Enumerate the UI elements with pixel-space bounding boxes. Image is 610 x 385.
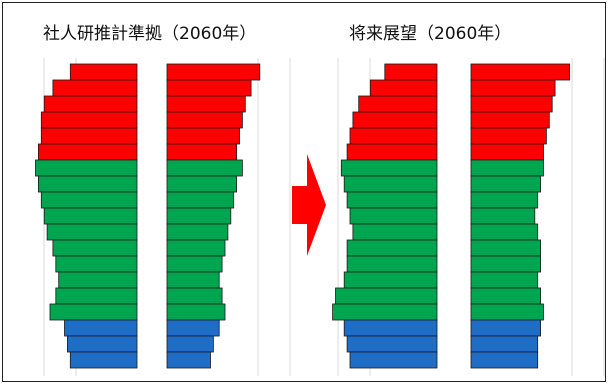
pyramid-bar-left: [346, 255, 438, 273]
pyramid-bar-left: [58, 271, 138, 289]
pyramid-bar-right: [166, 143, 237, 161]
pyramid-bar-right: [470, 95, 553, 113]
pyramid-bar-right: [166, 63, 261, 81]
pyramid-bar-right: [166, 319, 220, 337]
pyramid-bar-right: [470, 351, 539, 369]
pyramid-bar-right: [470, 143, 544, 161]
pyramid-bar-right: [166, 287, 223, 305]
pyramid-bar-right: [470, 191, 539, 209]
pyramid-bar-right: [166, 111, 243, 129]
pyramid-bar-left: [349, 127, 438, 145]
pyramid-bar-left: [384, 63, 438, 81]
pyramid-bar-left: [43, 95, 138, 113]
pyramid-bar-right: [470, 319, 541, 337]
left-chart-title: 社人研推計準拠（2060年）: [43, 24, 257, 44]
pyramid-bar-right: [166, 95, 246, 113]
pyramid-bar-right: [166, 255, 223, 273]
pyramid-bar-right: [470, 207, 536, 225]
pyramid-bar-left: [52, 79, 138, 97]
pyramid-bar-left: [349, 207, 438, 225]
pyramid-bar-left: [346, 239, 438, 257]
pyramid-bar-left: [343, 175, 438, 193]
pyramid-bar-right: [470, 175, 541, 193]
pyramid-bar-right: [166, 223, 229, 241]
pyramid-bar-right: [470, 63, 570, 81]
pyramid-bar-right: [166, 351, 211, 369]
pyramid-bars: [35, 63, 570, 369]
pyramid-bar-right: [470, 239, 541, 257]
pyramid-bar-left: [352, 223, 438, 241]
pyramid-bar-left: [343, 271, 438, 289]
pyramid-bar-right: [166, 127, 240, 145]
pyramid-bar-left: [69, 63, 138, 81]
pyramid-bar-right: [470, 111, 550, 129]
pyramid-bar-right: [470, 255, 541, 273]
pyramid-bar-left: [340, 159, 438, 177]
pyramid-bar-left: [64, 319, 138, 337]
pyramid-bar-right: [470, 223, 539, 241]
pyramid-bar-left: [335, 287, 438, 305]
pyramid-bar-right: [470, 79, 556, 97]
pyramid-bar-right: [470, 159, 544, 177]
pyramid-bar-left: [43, 207, 138, 225]
pyramid-bar-left: [38, 175, 138, 193]
pyramid-bar-right: [166, 159, 243, 177]
pyramid-bar-left: [332, 303, 438, 321]
pyramid-bar-left: [49, 303, 138, 321]
right-chart-title: 将来展望（2060年）: [349, 24, 512, 44]
pyramid-bar-right: [470, 271, 539, 289]
pyramid-bar-left: [69, 351, 138, 369]
pyramid-bar-left: [346, 335, 438, 353]
pyramid-bar-right: [166, 239, 226, 257]
pyramid-bar-left: [40, 127, 138, 145]
pyramid-bar-left: [67, 335, 138, 353]
right-arrow-icon: [292, 154, 326, 256]
pyramid-bar-right: [470, 287, 541, 305]
pyramid-bar-right: [166, 303, 226, 321]
pyramid-bar-right: [470, 127, 547, 145]
pyramid-bar-left: [52, 239, 138, 257]
pyramid-bar-left: [55, 255, 138, 273]
pyramid-bar-right: [166, 175, 237, 193]
pyramid-bar-left: [46, 223, 138, 241]
pyramid-bar-right: [470, 335, 539, 353]
pyramid-bar-left: [55, 287, 138, 305]
pyramid-bar-left: [369, 79, 438, 97]
pyramid-bar-left: [358, 95, 438, 113]
pyramid-bar-left: [40, 111, 138, 129]
pyramid-bar-left: [40, 191, 138, 209]
pyramid-bar-left: [352, 111, 438, 129]
pyramid-bar-right: [166, 271, 220, 289]
pyramid-bar-right: [166, 191, 235, 209]
pyramid-bar-right: [470, 303, 544, 321]
pyramid-bar-left: [343, 319, 438, 337]
pyramid-bar-left: [35, 159, 138, 177]
pyramid-bar-left: [346, 143, 438, 161]
pyramid-bar-left: [349, 351, 438, 369]
pyramid-bar-left: [346, 191, 438, 209]
pyramid-bar-right: [166, 335, 214, 353]
pyramid-bar-left: [38, 143, 138, 161]
pyramid-bar-right: [166, 207, 232, 225]
pyramid-bar-right: [166, 79, 252, 97]
